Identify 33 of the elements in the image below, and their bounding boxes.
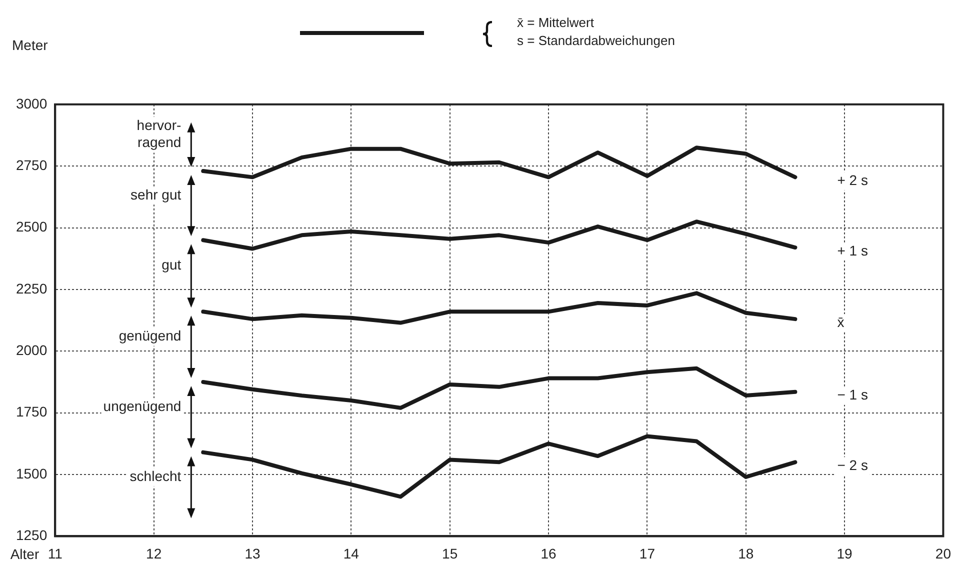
y-tick-label: 1750 — [16, 404, 48, 420]
text: s = Standardabweichungen — [517, 32, 675, 50]
y-tick-label: 2250 — [16, 280, 48, 296]
x-tick-label: 17 — [639, 545, 656, 562]
annotation: ungenügend — [103, 398, 182, 414]
x-tick-label: 18 — [738, 545, 754, 562]
y-tick-label: 2750 — [16, 156, 48, 173]
annotation: genügend — [118, 328, 182, 344]
text: + 2 s — [837, 172, 868, 188]
text: − 2 s — [837, 457, 868, 474]
y-axis-title: Meter — [12, 37, 48, 53]
annotation: hervor- ragend — [136, 117, 182, 150]
annotation: schlecht — [130, 468, 182, 484]
x-tick-label: 13 — [244, 545, 260, 562]
x-tick-label: 11 — [48, 545, 63, 562]
annotation: gut — [162, 256, 182, 273]
x-axis-title: Alter — [10, 546, 40, 562]
y-tick-label: 2500 — [16, 218, 48, 235]
text: − 1 s — [837, 386, 868, 403]
y-tick-label: 3000 — [16, 95, 48, 112]
y-tick-label: 1500 — [16, 465, 48, 482]
x-tick-label: 12 — [146, 545, 162, 562]
text: x̄ — [837, 314, 844, 330]
y-tick-label: 1250 — [16, 527, 48, 544]
text: + 1 s — [837, 242, 868, 258]
x-tick-label: 14 — [343, 545, 360, 562]
y-tick-label: 2000 — [16, 342, 48, 358]
x-tick-label: 20 — [935, 545, 952, 562]
x-tick-label: 19 — [836, 545, 853, 562]
text: x̄ = Mittelwert — [517, 14, 595, 32]
annotation: sehr gut — [130, 186, 182, 202]
x-tick-label: 16 — [540, 545, 557, 562]
x-tick-label: 15 — [442, 545, 458, 562]
